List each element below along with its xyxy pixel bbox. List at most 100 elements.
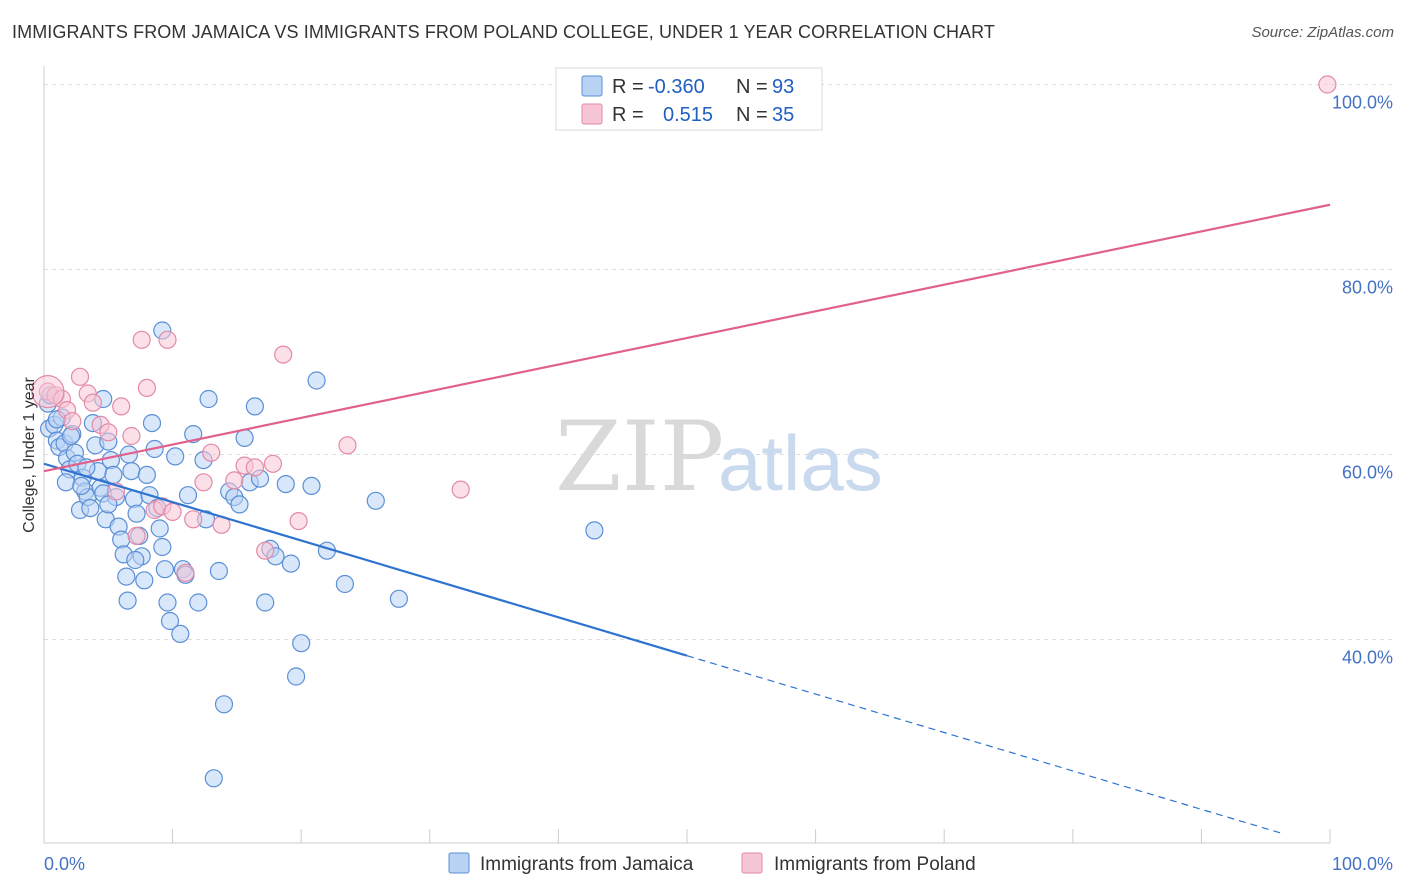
poland-point-11 — [112, 397, 131, 416]
jamaica-point-40 — [137, 465, 156, 484]
series-legend: Immigrants from Jamaica Immigrants from … — [448, 852, 976, 875]
jamaica-point-55 — [189, 593, 208, 612]
poland-point-34 — [1318, 75, 1337, 94]
jamaica-point-59 — [204, 769, 223, 788]
poland-point-22 — [194, 473, 213, 492]
legend-r-value-poland: 0.515 — [663, 104, 713, 126]
y-tick-label-3: 40.0% — [1342, 648, 1393, 668]
jamaica-point-32 — [117, 567, 136, 586]
jamaica-point-47 — [155, 560, 174, 579]
jamaica-point-87 — [72, 476, 91, 495]
poland-point-32 — [338, 436, 357, 455]
jamaica-point-92 — [126, 550, 145, 570]
source-note: Source: ZipAtlas.com — [1251, 24, 1394, 41]
jamaica-point-90 — [118, 591, 137, 610]
grid-lines — [44, 84, 1396, 640]
poland-point-12 — [122, 426, 141, 446]
chart-title: IMMIGRANTS FROM JAMAICA VS IMMIGRANTS FR… — [12, 22, 996, 42]
poland-point-5 — [70, 367, 90, 386]
legend-r-value-jamaica: -0.360 — [648, 76, 705, 98]
jamaica-point-49 — [160, 611, 180, 631]
poland-point-28 — [256, 541, 275, 560]
watermark: ZIP atlas — [555, 401, 883, 513]
legend-n-value-jamaica: 93 — [772, 76, 794, 98]
jamaica-point-80 — [366, 491, 385, 510]
poland-point-15 — [137, 378, 156, 397]
jamaica-point-61 — [214, 695, 234, 714]
jamaica-point-76 — [302, 476, 321, 495]
poland-point-29 — [263, 454, 282, 473]
jamaica-point-74 — [287, 667, 306, 686]
jamaica-trend-line — [43, 462, 688, 657]
y-axis-label: College, Under 1 year — [21, 377, 38, 533]
axes — [43, 66, 1331, 844]
jamaica-trend-line-extension — [686, 655, 1283, 834]
y-tick-label-0: 100.0% — [1332, 93, 1393, 113]
jamaica-point-45 — [150, 519, 169, 538]
jamaica-point-73 — [281, 554, 300, 573]
jamaica-point-50 — [166, 447, 185, 466]
poland-point-27 — [245, 458, 264, 477]
jamaica-point-72 — [276, 475, 295, 494]
jamaica-point-39 — [135, 571, 154, 590]
y-tick-labels: 100.0% 80.0% 60.0% 40.0% — [1332, 93, 1393, 668]
legend-swatch-jamaica — [581, 75, 603, 97]
jamaica-point-51 — [171, 624, 190, 644]
legend-r-label-poland: R = — [612, 104, 644, 126]
jamaica-point-64 — [230, 495, 249, 514]
jamaica-point-79 — [335, 574, 354, 594]
jamaica-point-60 — [209, 561, 228, 581]
jamaica-point-67 — [245, 397, 264, 416]
jamaica-point-36 — [127, 504, 146, 523]
legend-n-label-poland: N = — [736, 104, 768, 126]
poland-point-31 — [289, 511, 308, 531]
poland-point-18 — [158, 330, 177, 349]
legend-swatch-poland — [581, 103, 603, 125]
legend-n-label-jamaica: N = — [736, 76, 768, 98]
trend-lines — [43, 203, 1331, 834]
jamaica-point-42 — [142, 414, 162, 433]
series-legend-label-jamaica: Immigrants from Jamaica — [480, 854, 694, 875]
y-tick-label-2: 60.0% — [1342, 463, 1393, 483]
jamaica-point-48 — [158, 593, 177, 612]
poland-point-33 — [451, 480, 470, 499]
series-legend-label-poland: Immigrants from Poland — [774, 854, 976, 875]
poland-point-30 — [274, 345, 293, 364]
legend-r-label-jamaica: R = — [612, 76, 644, 98]
jamaica-point-10 — [56, 473, 76, 492]
poland-point-20 — [176, 563, 195, 583]
jamaica-point-30 — [112, 530, 131, 549]
poland-point-25 — [225, 471, 244, 490]
jamaica-point-26 — [101, 451, 121, 470]
jamaica-point-27 — [104, 465, 123, 484]
x-tick-label-1: 100.0% — [1332, 854, 1393, 874]
series-legend-swatch-jamaica — [448, 852, 470, 874]
watermark-atlas: atlas — [718, 419, 883, 507]
correlation-legend: R = -0.360 N = 93 R = 0.515 N = 35 — [555, 67, 823, 131]
y-tick-label-1: 80.0% — [1342, 278, 1393, 298]
jamaica-point-69 — [256, 593, 275, 612]
poland-point-14 — [132, 330, 151, 349]
poland-point-large — [31, 375, 65, 409]
jamaica-point-75 — [292, 634, 311, 653]
jamaica-point-18 — [81, 499, 100, 518]
x-tick-label-0: 0.0% — [44, 854, 85, 874]
watermark-zip: ZIP — [555, 401, 724, 513]
poland-point-19 — [163, 502, 182, 521]
poland-point-21 — [184, 510, 203, 529]
series-legend-swatch-poland — [741, 852, 763, 874]
jamaica-point-82 — [585, 521, 604, 540]
jamaica-point-81 — [389, 589, 408, 608]
jamaica-point-77 — [307, 371, 326, 390]
jamaica-points — [38, 321, 604, 788]
poland-point-23 — [202, 443, 221, 462]
poland-point-13 — [127, 526, 146, 546]
legend-n-value-poland: 35 — [772, 104, 794, 126]
poland-point-4 — [63, 412, 82, 431]
poland-points — [31, 75, 1337, 583]
jamaica-point-46 — [153, 537, 172, 557]
jamaica-point-34 — [122, 462, 141, 481]
jamaica-point-53 — [178, 486, 198, 505]
poland-point-9 — [99, 423, 118, 442]
